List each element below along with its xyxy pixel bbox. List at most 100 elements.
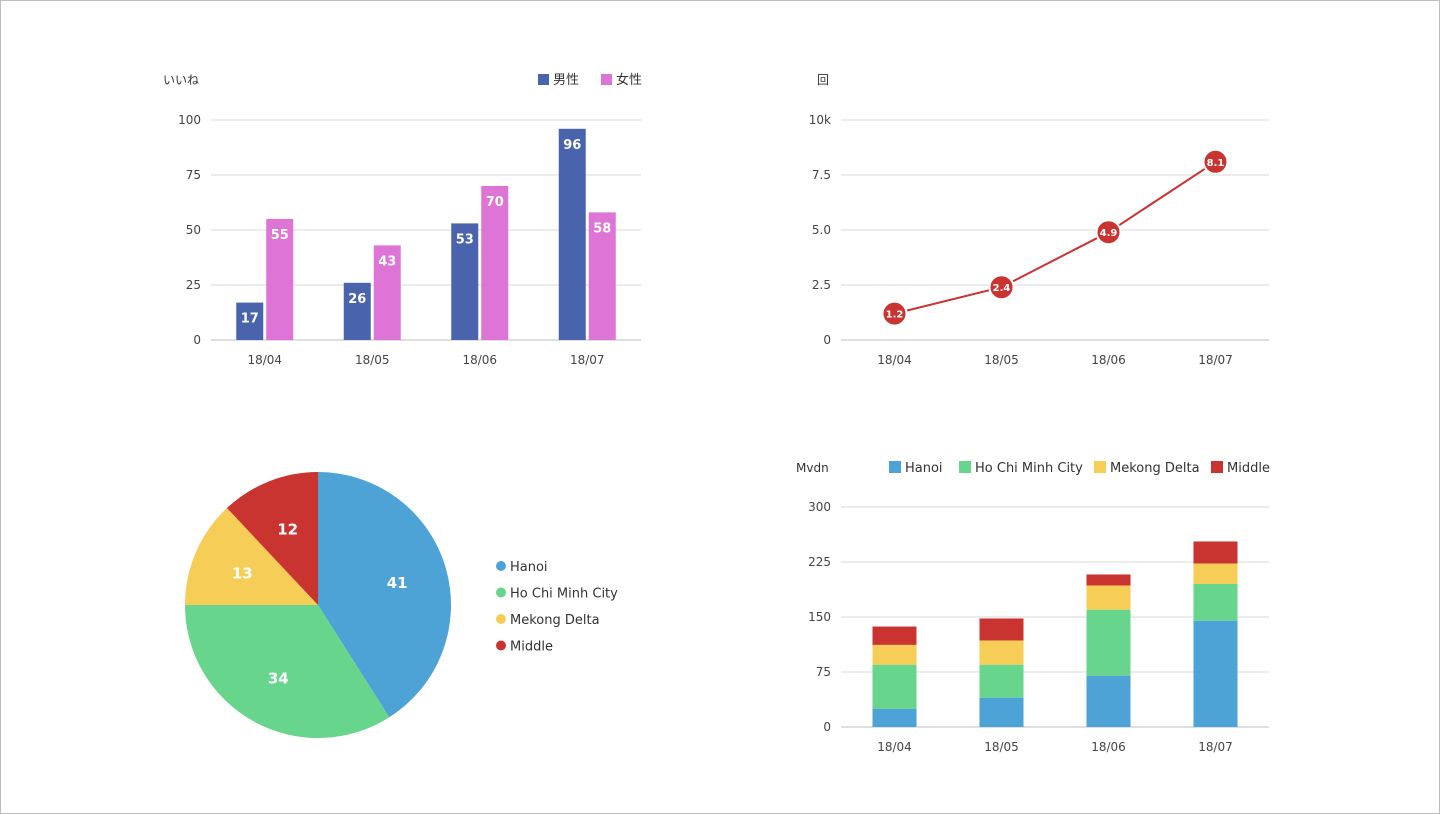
chart-4-bars xyxy=(872,541,1238,727)
pie-slice-middle xyxy=(226,471,318,605)
legend-label: Mekong Delta xyxy=(1110,461,1200,476)
x-tick-label: 18/04 xyxy=(877,740,912,754)
legend-label: Ho Chi Minh City xyxy=(975,461,1083,476)
chart-2-axes: 0 2.5 5.0 7.5 10k 18/04 18/05 18/06 18/07 回 xyxy=(809,73,1269,367)
bar-value-label: 17 xyxy=(241,312,259,327)
x-tick-label: 18/07 xyxy=(1198,353,1233,367)
y-tick-label: 150 xyxy=(808,610,831,624)
stacked-segment-middle xyxy=(872,626,917,645)
legend-swatch xyxy=(1211,461,1223,473)
legend-label: Hanoi xyxy=(905,461,943,476)
stacked-segment-mekong-delta xyxy=(979,640,1024,665)
stacked-segment-hanoi xyxy=(1086,675,1131,727)
y-tick-label: 2.5 xyxy=(812,278,831,292)
line-series xyxy=(894,160,1217,315)
x-tick-label: 18/06 xyxy=(462,353,497,367)
bar-男性 xyxy=(343,282,371,340)
y-tick-label: 225 xyxy=(808,555,831,569)
legend-swatch xyxy=(889,461,901,473)
legend-swatch xyxy=(959,461,971,473)
legend-label: Hanoi xyxy=(510,560,548,575)
y-unit-label: いいね xyxy=(163,73,199,87)
bar-value-label: 70 xyxy=(486,195,504,210)
data-point xyxy=(881,300,908,327)
pie-slice-label: 34 xyxy=(268,669,289,687)
x-tick-label: 18/05 xyxy=(355,353,390,367)
bar-女性 xyxy=(588,212,616,340)
stacked-segment-ho-chi-minh-city xyxy=(872,664,917,709)
bar-男性 xyxy=(558,128,586,340)
pie-slice-label: 12 xyxy=(277,520,298,538)
legend-label: Ho Chi Minh City xyxy=(510,587,618,602)
y-unit-label: 回 xyxy=(817,73,829,87)
y-unit-label: Mvdn xyxy=(796,461,829,475)
pie-slice-label: 41 xyxy=(387,574,408,592)
chart-3-legend: Hanoi Ho Chi Minh City Mekong Delta Middle xyxy=(496,560,618,655)
data-point xyxy=(1095,219,1122,246)
chart-4-legend: Hanoi Ho Chi Minh City Mekong Delta Middle xyxy=(889,461,1270,476)
stacked-segment-ho-chi-minh-city xyxy=(979,664,1024,698)
bar-value-label: 96 xyxy=(563,138,581,153)
x-tick-label: 18/06 xyxy=(1091,353,1126,367)
bar-value-label: 43 xyxy=(378,254,396,269)
y-tick-label: 25 xyxy=(186,278,201,292)
legend-swatch xyxy=(1094,461,1106,473)
legend-label: Middle xyxy=(1227,461,1270,476)
bar-女性 xyxy=(266,219,294,340)
bar-男性 xyxy=(451,223,479,340)
data-point-label: 8.1 xyxy=(1207,158,1225,169)
y-tick-label: 50 xyxy=(186,223,201,237)
stacked-segment-ho-chi-minh-city xyxy=(1193,584,1238,621)
stacked-segment-middle xyxy=(1193,541,1238,564)
legend-swatch xyxy=(496,614,506,624)
legend-swatch xyxy=(496,640,506,651)
chart-2-series: 1.2 2.4 4.9 8.1 xyxy=(881,148,1229,327)
data-point xyxy=(1202,148,1229,175)
y-tick-label: 0 xyxy=(823,333,831,347)
stacked-segment-hanoi xyxy=(1193,620,1238,727)
y-tick-label: 0 xyxy=(823,720,831,734)
legend-swatch xyxy=(538,74,549,85)
x-tick-label: 18/04 xyxy=(247,353,282,367)
data-point xyxy=(988,274,1015,301)
legend-swatch xyxy=(496,587,506,598)
chart-3-pie: 41 34 13 12 xyxy=(185,471,451,738)
stacked-segment-middle xyxy=(1086,574,1131,586)
y-tick-label: 5.0 xyxy=(812,223,831,237)
stacked-segment-ho-chi-minh-city xyxy=(1086,609,1131,676)
bar-value-label: 58 xyxy=(593,221,611,236)
y-tick-label: 75 xyxy=(816,665,831,679)
bar-value-label: 26 xyxy=(348,292,366,307)
stacked-segment-mekong-delta xyxy=(1086,585,1131,610)
y-tick-label: 300 xyxy=(808,500,831,514)
stacked-segment-hanoi xyxy=(979,697,1024,727)
legend-swatch xyxy=(496,561,506,571)
pie-slice-mekong-delta xyxy=(185,508,318,605)
bar-女性 xyxy=(373,245,401,340)
stacked-segment-hanoi xyxy=(872,708,917,727)
x-tick-label: 18/05 xyxy=(984,740,1019,754)
legend-label: 女性 xyxy=(616,72,642,88)
bar-男性 xyxy=(236,302,264,340)
stacked-segment-mekong-delta xyxy=(1193,563,1238,584)
y-tick-label: 100 xyxy=(178,113,201,127)
legend-label: Mekong Delta xyxy=(510,613,600,628)
stacked-segment-mekong-delta xyxy=(872,644,917,665)
y-tick-label: 75 xyxy=(186,168,201,182)
bar-女性 xyxy=(481,186,509,340)
x-tick-label: 18/07 xyxy=(1198,740,1233,754)
x-tick-label: 18/07 xyxy=(570,353,605,367)
data-point-label: 2.4 xyxy=(993,283,1011,294)
x-tick-label: 18/04 xyxy=(877,353,912,367)
legend-label: 男性 xyxy=(553,73,579,88)
x-tick-label: 18/06 xyxy=(1091,740,1126,754)
legend-label: Middle xyxy=(510,640,553,655)
pie-slice-ho-chi-minh-city xyxy=(185,605,390,738)
chart-1-bars: 17 55 26 43 53 70 96 58 xyxy=(236,128,616,340)
data-point-label: 4.9 xyxy=(1100,228,1118,239)
y-tick-label: 0 xyxy=(193,333,201,347)
data-point-label: 1.2 xyxy=(886,310,904,321)
bar-value-label: 53 xyxy=(456,232,474,247)
